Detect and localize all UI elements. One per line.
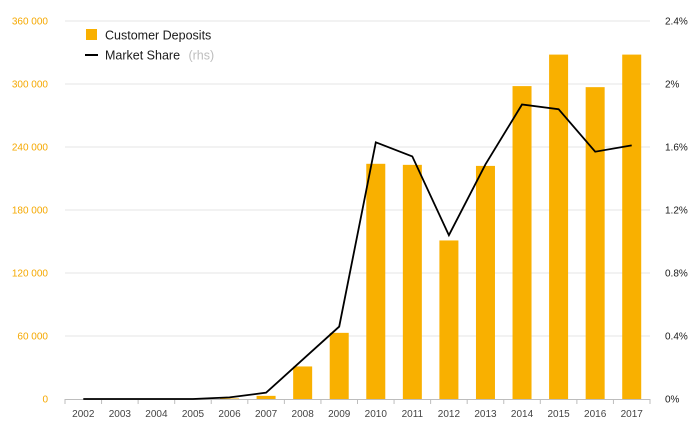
bar-2010 [366, 163, 386, 399]
right-tick-label: 0% [665, 395, 680, 406]
x-tick-label: 2011 [402, 409, 424, 420]
bar-2015 [549, 54, 569, 399]
x-tick-label: 2016 [584, 409, 607, 420]
right-tick-label: 2.4% [665, 17, 688, 28]
x-axis-ticks: 2002 2003 2004 2005 2006 2007 2008 2009 2010 2011… [72, 409, 643, 420]
x-tick-label: 2017 [621, 409, 644, 420]
x-tick-label: 2007 [255, 409, 278, 420]
x-tick-label: 2010 [365, 409, 388, 420]
right-tick-label: 0.8% [665, 269, 688, 280]
x-tick-label: 2008 [292, 409, 315, 420]
left-tick-label: 240 000 [12, 143, 49, 154]
right-tick-label: 0.4% [665, 332, 688, 343]
x-tick-label: 2014 [511, 409, 534, 420]
x-tick-label: 2012 [438, 409, 461, 420]
bar-2016 [585, 87, 605, 400]
x-tick-label: 2006 [218, 409, 241, 420]
left-tick-label: 300 000 [12, 80, 49, 91]
bar-2014 [512, 86, 532, 399]
bar-2008 [293, 366, 313, 399]
bar-2013 [475, 165, 495, 399]
x-tick-label: 2015 [547, 409, 570, 420]
x-tick-label: 2003 [109, 409, 132, 420]
market-share-line [83, 103, 632, 400]
legend-label-customer-deposits: Customer Deposits [105, 29, 211, 43]
bar-2017 [622, 54, 642, 399]
legend: Customer Deposits Market Share (rhs) [85, 29, 214, 64]
bar-2006 [220, 398, 240, 399]
left-tick-label: 120 000 [12, 269, 49, 280]
x-tick-label: 2009 [328, 409, 351, 420]
bar-2009 [329, 332, 349, 399]
legend-label-rhs: (rhs) [188, 49, 214, 63]
left-tick-label: 180 000 [12, 206, 49, 217]
left-tick-label: 0 [42, 395, 48, 406]
bar-series [220, 54, 642, 400]
left-axis-ticks: 0 60 000 120 000 180 000 240 000 300 000 360 0… [12, 17, 49, 406]
legend-label-market-share-group: Market Share (rhs) [105, 47, 214, 64]
right-tick-label: 1.2% [665, 206, 688, 217]
legend-label-market-share: Market Share [105, 49, 180, 63]
right-axis-ticks: 0% 0.4% 0.8% 1.2% 1.6% 2% 2.4% [665, 17, 688, 406]
x-tick-label: 2005 [182, 409, 205, 420]
line-series [83, 103, 632, 400]
bar-2007 [256, 395, 276, 399]
bar-2011 [402, 164, 422, 399]
bar-2012 [439, 240, 459, 399]
right-tick-label: 1.6% [665, 143, 688, 154]
legend-swatch-customer-deposits [86, 29, 97, 40]
x-tick-label: 2004 [145, 409, 168, 420]
x-tick-label: 2013 [474, 409, 497, 420]
right-tick-label: 2% [665, 80, 680, 91]
x-tick-label: 2002 [72, 409, 95, 420]
left-tick-label: 60 000 [17, 332, 48, 343]
left-tick-label: 360 000 [12, 17, 49, 28]
